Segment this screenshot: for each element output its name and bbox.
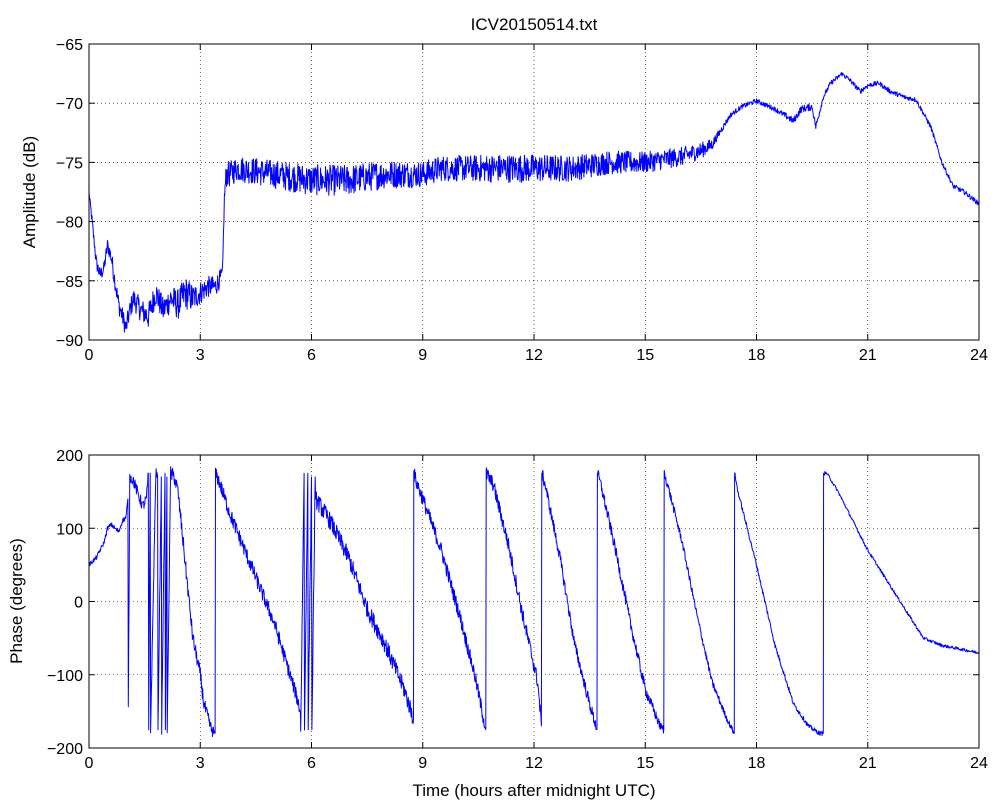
phase-xtick-label: 18: [748, 755, 766, 772]
phase-xtick-label: 6: [307, 755, 316, 772]
amplitude-ytick-label: −80: [56, 215, 83, 232]
phase-ylabel: Phase (degrees): [7, 538, 26, 664]
phase-xtick-label: 15: [636, 755, 654, 772]
phase-ytick-label: −200: [47, 741, 83, 758]
amplitude-xtick-label: 15: [636, 347, 654, 364]
phase-xtick-label: 0: [85, 755, 94, 772]
amplitude-ylabel: Amplitude (dB): [20, 136, 39, 248]
amplitude-xtick-label: 21: [859, 347, 877, 364]
phase-xtick-label: 3: [196, 755, 205, 772]
phase-xtick-label: 12: [525, 755, 543, 772]
amplitude-xtick-label: 18: [748, 347, 766, 364]
phase-ytick-label: 200: [56, 448, 83, 465]
phase-xtick-label: 21: [859, 755, 877, 772]
amplitude-xtick-label: 24: [970, 347, 988, 364]
amplitude-xtick-label: 9: [418, 347, 427, 364]
amplitude-xtick-label: 3: [196, 347, 205, 364]
amplitude-ytick-label: −65: [56, 37, 83, 54]
phase-panel: 0 3 6 9 12 15 18 21 24 −200 −100 0 100 200 Phase (deg…: [7, 448, 988, 800]
phase-ytick-label: 0: [74, 595, 83, 612]
phase-series-line: [88, 466, 980, 737]
amplitude-ytick-label: −90: [56, 333, 83, 350]
amplitude-ytick-label: −70: [56, 96, 83, 113]
amplitude-xtick-label: 12: [525, 347, 543, 364]
phase-ticks: 0 3 6 9 12 15 18 21 24 −200 −100 0 100 200: [47, 448, 988, 772]
phase-xtick-label: 24: [970, 755, 988, 772]
phase-xtick-label: 9: [418, 755, 427, 772]
amplitude-series-line: [88, 72, 980, 333]
amplitude-xtick-label: 0: [85, 347, 94, 364]
chart-title: ICV20150514.txt: [471, 15, 598, 34]
phase-xlabel: Time (hours after midnight UTC): [412, 781, 655, 800]
amplitude-ytick-label: −85: [56, 274, 83, 291]
amplitude-ticks: 0 3 6 9 12 15 18 21 24 −90 −85 −80 −75 −70 −65: [56, 37, 988, 364]
amplitude-panel: 0 3 6 9 12 15 18 21 24 −90 −85 −80 −75 −70 −65 Amplitu…: [20, 37, 988, 364]
phase-series: [88, 466, 980, 737]
amplitude-xtick-label: 6: [307, 347, 316, 364]
phase-ytick-label: 100: [56, 521, 83, 538]
amplitude-series: [88, 72, 980, 333]
phase-ytick-label: −100: [47, 668, 83, 685]
amplitude-ytick-label: −75: [56, 155, 83, 172]
